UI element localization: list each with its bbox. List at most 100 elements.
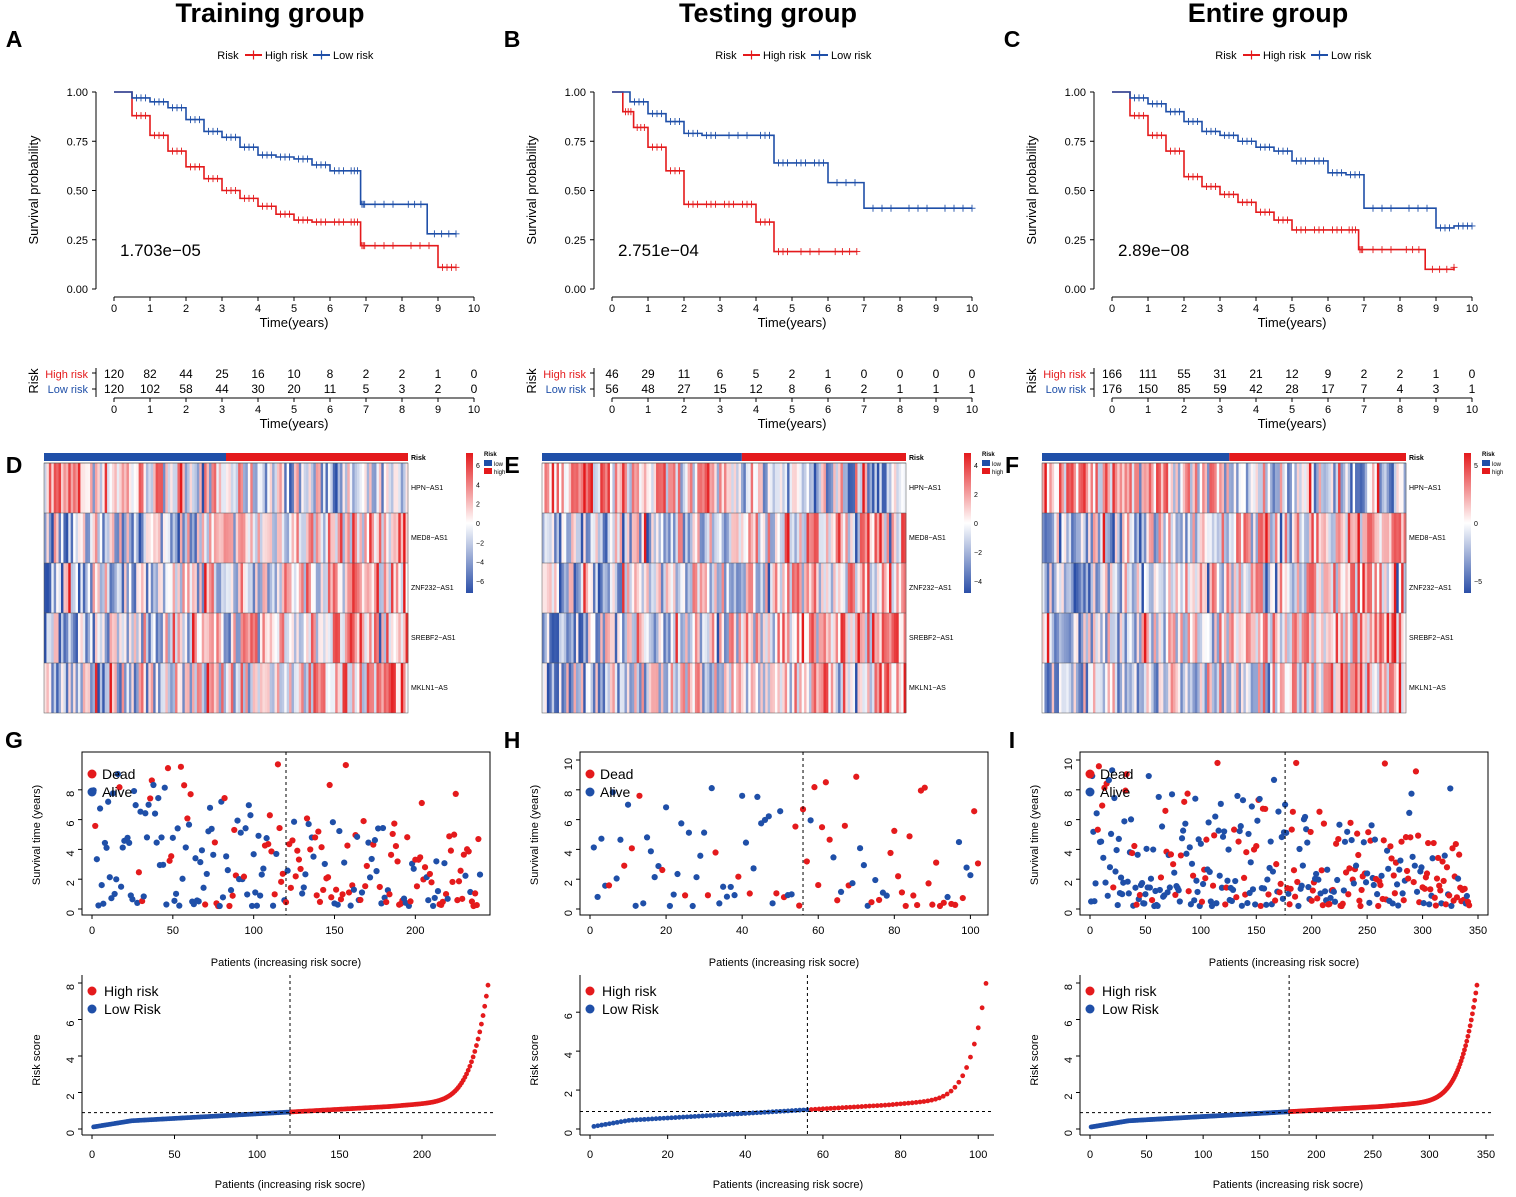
heatmap-cell	[403, 663, 406, 713]
heatmap-cell	[301, 663, 305, 713]
heatmap-cell	[554, 663, 557, 713]
heatmap-cell	[1046, 613, 1050, 663]
heatmap-cell	[347, 563, 351, 613]
heatmap-cell	[682, 463, 686, 513]
y-tick-label: 6	[563, 1013, 575, 1019]
dead-point	[971, 808, 978, 815]
heatmap-cell	[1073, 663, 1077, 713]
heatmap-cell	[1117, 663, 1121, 713]
heatmap-cell	[82, 663, 86, 713]
alive-point	[1171, 869, 1178, 876]
alive-point	[375, 825, 382, 832]
heatmap-cell	[690, 513, 693, 563]
heatmap-cell	[1160, 563, 1164, 613]
alive-point	[613, 875, 620, 882]
low-risk-point	[727, 1111, 733, 1117]
scale-label: 4	[974, 463, 978, 470]
heatmap-cell	[1296, 513, 1300, 563]
heatmap-cell	[704, 663, 708, 713]
heatmap-cell	[240, 663, 244, 713]
heatmap-cell	[1289, 613, 1293, 663]
heatmap-cell	[99, 563, 103, 613]
heatmap-cell	[371, 663, 375, 713]
heatmap-cell	[177, 563, 181, 613]
at-risk-low: 56	[605, 382, 619, 396]
heatmap-cell	[855, 463, 858, 513]
dead-point	[1214, 759, 1221, 767]
heatmap-cell	[546, 613, 550, 663]
heatmap-cell	[862, 613, 866, 663]
heatmap-cell	[291, 463, 295, 513]
heatmap-cell	[1345, 563, 1349, 613]
heatmap-cell	[340, 513, 343, 563]
x-tick-label: 9	[435, 303, 441, 315]
heatmap-cell	[903, 563, 907, 613]
heatmap-cell	[1175, 613, 1179, 663]
heatmap-cell	[211, 563, 215, 613]
heatmap-cell	[663, 663, 667, 713]
heatmap-cell	[639, 663, 642, 713]
heatmap-cell	[1199, 663, 1203, 713]
alive-point	[1447, 785, 1454, 792]
heatmap-cell	[643, 663, 647, 713]
heatmap-cell	[714, 613, 718, 663]
heatmap-cell	[133, 563, 137, 613]
heatmap-cell	[670, 463, 674, 513]
heatmap-cell	[209, 563, 212, 613]
high-risk-point	[474, 1043, 479, 1048]
heatmap-cell	[551, 463, 555, 513]
heatmap-cell	[228, 563, 232, 613]
heatmap-cell	[1238, 663, 1242, 713]
x-tick-label: 6	[825, 404, 831, 416]
gene-label: SREBF2−AS1	[909, 635, 954, 642]
heatmap-cell	[150, 663, 154, 713]
y-tick-label: 0	[65, 910, 77, 916]
heatmap-cell	[48, 563, 52, 613]
heatmap-cell	[201, 613, 205, 663]
x-tick-label: 50	[168, 1149, 180, 1161]
heatmap-cell	[347, 663, 351, 713]
heatmap-cell	[1163, 513, 1167, 563]
heatmap-cell	[794, 613, 798, 663]
dead-point	[442, 890, 450, 898]
heatmap-cell	[852, 563, 856, 613]
heatmap-cell	[634, 563, 638, 613]
heatmap-cell	[276, 663, 280, 713]
alive-point	[594, 893, 601, 901]
heatmap-cell	[1185, 563, 1188, 613]
alive-point	[1132, 884, 1139, 891]
heatmap-cell	[1403, 513, 1407, 563]
heatmap-cell	[1248, 613, 1252, 663]
alive-point	[1341, 838, 1349, 845]
heatmap-cell	[1058, 563, 1062, 613]
heatmap-cell	[646, 513, 650, 563]
heatmap-cell	[699, 613, 703, 663]
heatmap-cell	[847, 463, 851, 513]
heatmap-cell	[629, 613, 633, 663]
alive-point	[431, 894, 438, 902]
heatmap-cell	[187, 663, 190, 713]
dead-point	[92, 822, 99, 830]
heatmap-cell	[590, 563, 594, 613]
heatmap-cell	[267, 563, 271, 613]
heatmap-cell	[872, 663, 875, 713]
heatmap-cell	[364, 563, 368, 613]
heatmap-cell	[1294, 663, 1298, 713]
at-risk-low: 20	[287, 382, 301, 396]
heatmap-cell	[1367, 513, 1370, 563]
heatmap-cell	[733, 563, 737, 613]
heatmap-cell	[1398, 463, 1402, 513]
heatmap-cell	[349, 563, 353, 613]
heatmap-cell	[1304, 663, 1307, 713]
heatmap-cell	[165, 613, 169, 663]
high-risk-point	[485, 982, 491, 988]
dead-point	[407, 898, 414, 905]
heatmap-cell	[1194, 613, 1198, 663]
heatmap-cell	[1141, 513, 1145, 563]
heatmap-cell	[1061, 613, 1065, 663]
y-tick-label: 0.00	[1065, 284, 1086, 296]
heatmap-cell	[1236, 663, 1239, 713]
heatmap-cell	[1248, 563, 1252, 613]
high-risk-point	[469, 1059, 474, 1065]
heatmap-cell	[898, 563, 902, 613]
